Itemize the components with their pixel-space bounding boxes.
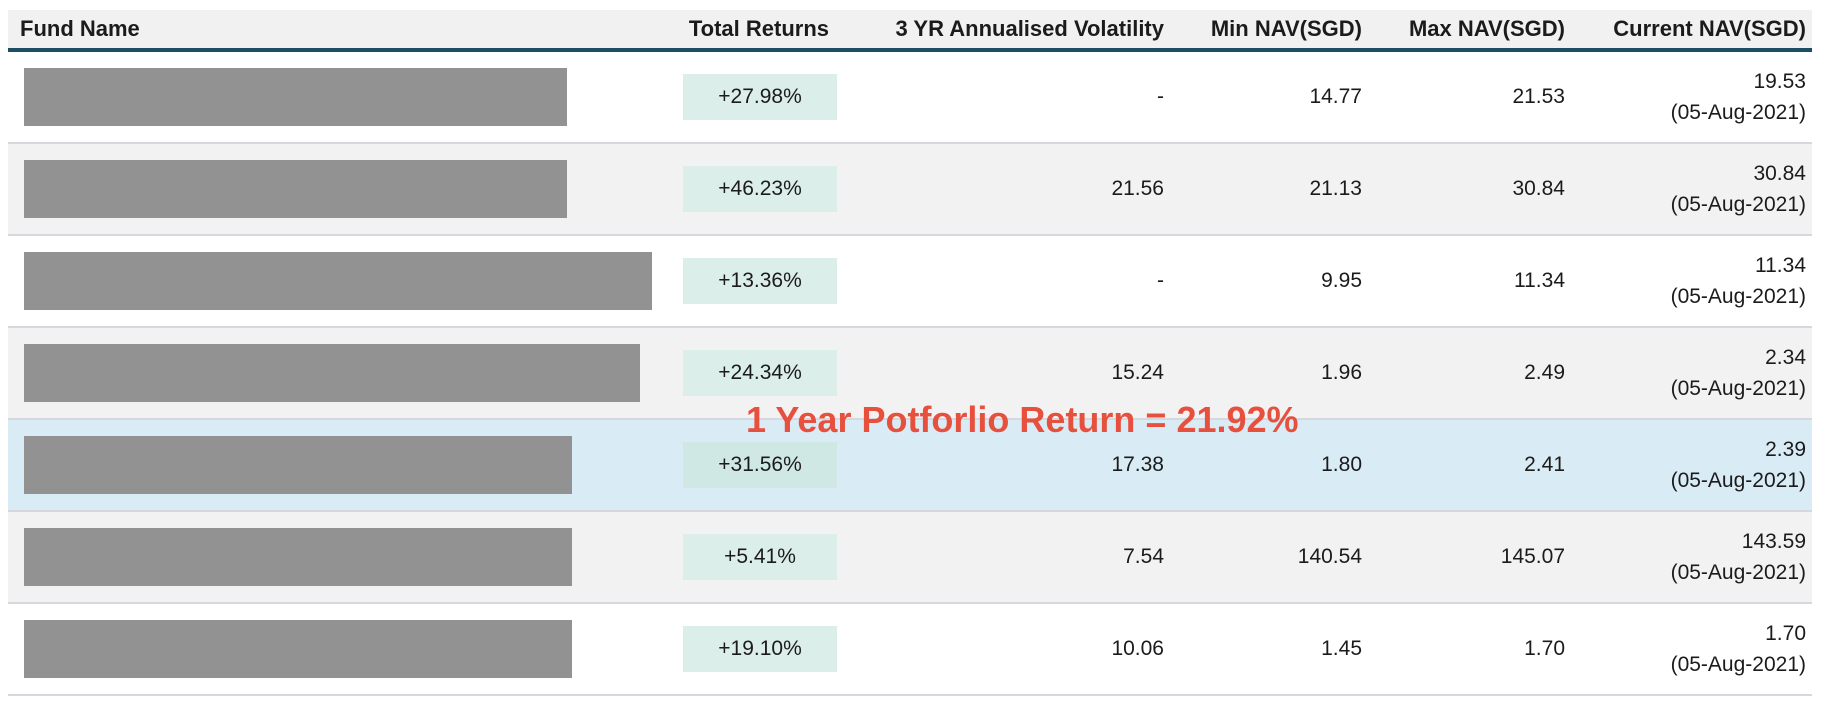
table-body: +27.98% - 14.77 21.53 19.53 (05-Aug-2021… — [8, 52, 1812, 696]
table-row[interactable]: +27.98% - 14.77 21.53 19.53 (05-Aug-2021… — [8, 52, 1812, 144]
current-nav-cell: 30.84 (05-Aug-2021) — [1573, 158, 1812, 220]
total-returns-chip: +5.41% — [683, 534, 837, 580]
table-row[interactable]: +19.10% 10.06 1.45 1.70 1.70 (05-Aug-202… — [8, 604, 1812, 696]
current-nav-value: 11.34 — [1755, 254, 1806, 277]
funds-table: Fund Name Total Returns 3 YR Annualised … — [8, 10, 1812, 696]
volatility-value: - — [1157, 269, 1164, 292]
table-row[interactable]: +24.34% 15.24 1.96 2.49 2.34 (05-Aug-202… — [8, 328, 1812, 420]
total-returns-chip: +13.36% — [683, 258, 837, 304]
nav-date: (05-Aug-2021) — [1670, 561, 1806, 584]
total-returns-cell: +24.34% — [577, 350, 847, 396]
fund-name-redaction-bar — [24, 160, 567, 218]
header-cell-min-nav[interactable]: Min NAV(SGD) — [1210, 16, 1362, 41]
min-nav-value: 9.95 — [1321, 269, 1362, 292]
table-row[interactable]: +5.41% 7.54 140.54 145.07 143.59 (05-Aug… — [8, 512, 1812, 604]
header-cell-total-returns[interactable]: Total Returns — [688, 16, 829, 41]
fund-name-cell — [8, 68, 577, 126]
total-returns-chip: +31.56% — [683, 442, 837, 488]
header-cell-fund-name[interactable]: Fund Name — [20, 16, 140, 41]
nav-date: (05-Aug-2021) — [1670, 101, 1806, 124]
fund-name-redaction-bar — [24, 436, 572, 494]
fund-name-redaction-bar — [24, 528, 572, 586]
table-row[interactable]: +31.56% 17.38 1.80 2.41 2.39 (05-Aug-202… — [8, 420, 1812, 512]
nav-date: (05-Aug-2021) — [1670, 193, 1806, 216]
fund-name-cell — [8, 160, 577, 218]
max-nav-value: 2.41 — [1524, 453, 1565, 476]
header-cell-max-nav[interactable]: Max NAV(SGD) — [1408, 16, 1565, 41]
min-nav-value: 14.77 — [1309, 85, 1362, 108]
total-returns-cell: +31.56% — [577, 442, 847, 488]
min-nav-value: 1.80 — [1321, 453, 1362, 476]
current-nav-value: 30.84 — [1753, 162, 1806, 185]
header-cell-current-nav[interactable]: Current NAV(SGD) — [1613, 16, 1806, 41]
current-nav-cell: 1.70 (05-Aug-2021) — [1573, 618, 1812, 680]
nav-date: (05-Aug-2021) — [1670, 653, 1806, 676]
fund-name-cell — [8, 252, 652, 310]
table-header: Fund Name Total Returns 3 YR Annualised … — [8, 10, 1812, 52]
fund-name-redaction-bar — [24, 252, 652, 310]
portfolio-return-annotation: 1 Year Potforlio Return = 21.92% — [746, 399, 1299, 440]
total-returns-cell: +46.23% — [577, 166, 847, 212]
current-nav-value: 143.59 — [1741, 530, 1806, 553]
nav-date: (05-Aug-2021) — [1670, 469, 1806, 492]
max-nav-value: 30.84 — [1512, 177, 1565, 200]
table-row[interactable]: +13.36% - 9.95 11.34 11.34 (05-Aug-2021) — [8, 236, 1812, 328]
current-nav-cell: 143.59 (05-Aug-2021) — [1573, 526, 1812, 588]
current-nav-cell: 19.53 (05-Aug-2021) — [1573, 66, 1812, 128]
current-nav-value: 19.53 — [1753, 70, 1806, 93]
nav-date: (05-Aug-2021) — [1670, 285, 1806, 308]
header-cell-volatility[interactable]: 3 YR Annualised Volatility — [895, 16, 1164, 41]
current-nav-value: 2.34 — [1765, 346, 1806, 369]
total-returns-cell: +13.36% — [577, 258, 847, 304]
current-nav-cell: 11.34 (05-Aug-2021) — [1573, 250, 1812, 312]
max-nav-value: 145.07 — [1500, 545, 1565, 568]
min-nav-value: 1.96 — [1321, 361, 1362, 384]
max-nav-value: 1.70 — [1524, 637, 1565, 660]
nav-date: (05-Aug-2021) — [1670, 377, 1806, 400]
total-returns-cell: +5.41% — [577, 534, 847, 580]
max-nav-value: 2.49 — [1524, 361, 1565, 384]
total-returns-chip: +24.34% — [683, 350, 837, 396]
total-returns-chip: +19.10% — [683, 626, 837, 672]
max-nav-value: 11.34 — [1514, 269, 1565, 292]
fund-name-cell — [8, 620, 577, 678]
volatility-value: 7.54 — [1123, 545, 1164, 568]
total-returns-chip: +27.98% — [683, 74, 837, 120]
min-nav-value: 21.13 — [1309, 177, 1362, 200]
min-nav-value: 1.45 — [1321, 637, 1362, 660]
fund-name-cell — [8, 528, 577, 586]
volatility-value: - — [1157, 85, 1164, 108]
volatility-value: 17.38 — [1111, 453, 1164, 476]
volatility-value: 21.56 — [1111, 177, 1164, 200]
fund-name-cell — [8, 436, 577, 494]
fund-name-redaction-bar — [24, 344, 640, 402]
total-returns-cell: +19.10% — [577, 626, 847, 672]
fund-name-cell — [8, 344, 640, 402]
fund-name-redaction-bar — [24, 68, 567, 126]
total-returns-cell: +27.98% — [577, 74, 847, 120]
table-row[interactable]: +46.23% 21.56 21.13 30.84 30.84 (05-Aug-… — [8, 144, 1812, 236]
fund-name-redaction-bar — [24, 620, 572, 678]
min-nav-value: 140.54 — [1297, 545, 1362, 568]
volatility-value: 10.06 — [1111, 637, 1164, 660]
current-nav-value: 2.39 — [1765, 438, 1806, 461]
current-nav-cell: 2.34 (05-Aug-2021) — [1573, 342, 1812, 404]
max-nav-value: 21.53 — [1512, 85, 1565, 108]
volatility-value: 15.24 — [1111, 361, 1164, 384]
current-nav-value: 1.70 — [1765, 622, 1806, 645]
current-nav-cell: 2.39 (05-Aug-2021) — [1573, 434, 1812, 496]
total-returns-chip: +46.23% — [683, 166, 837, 212]
